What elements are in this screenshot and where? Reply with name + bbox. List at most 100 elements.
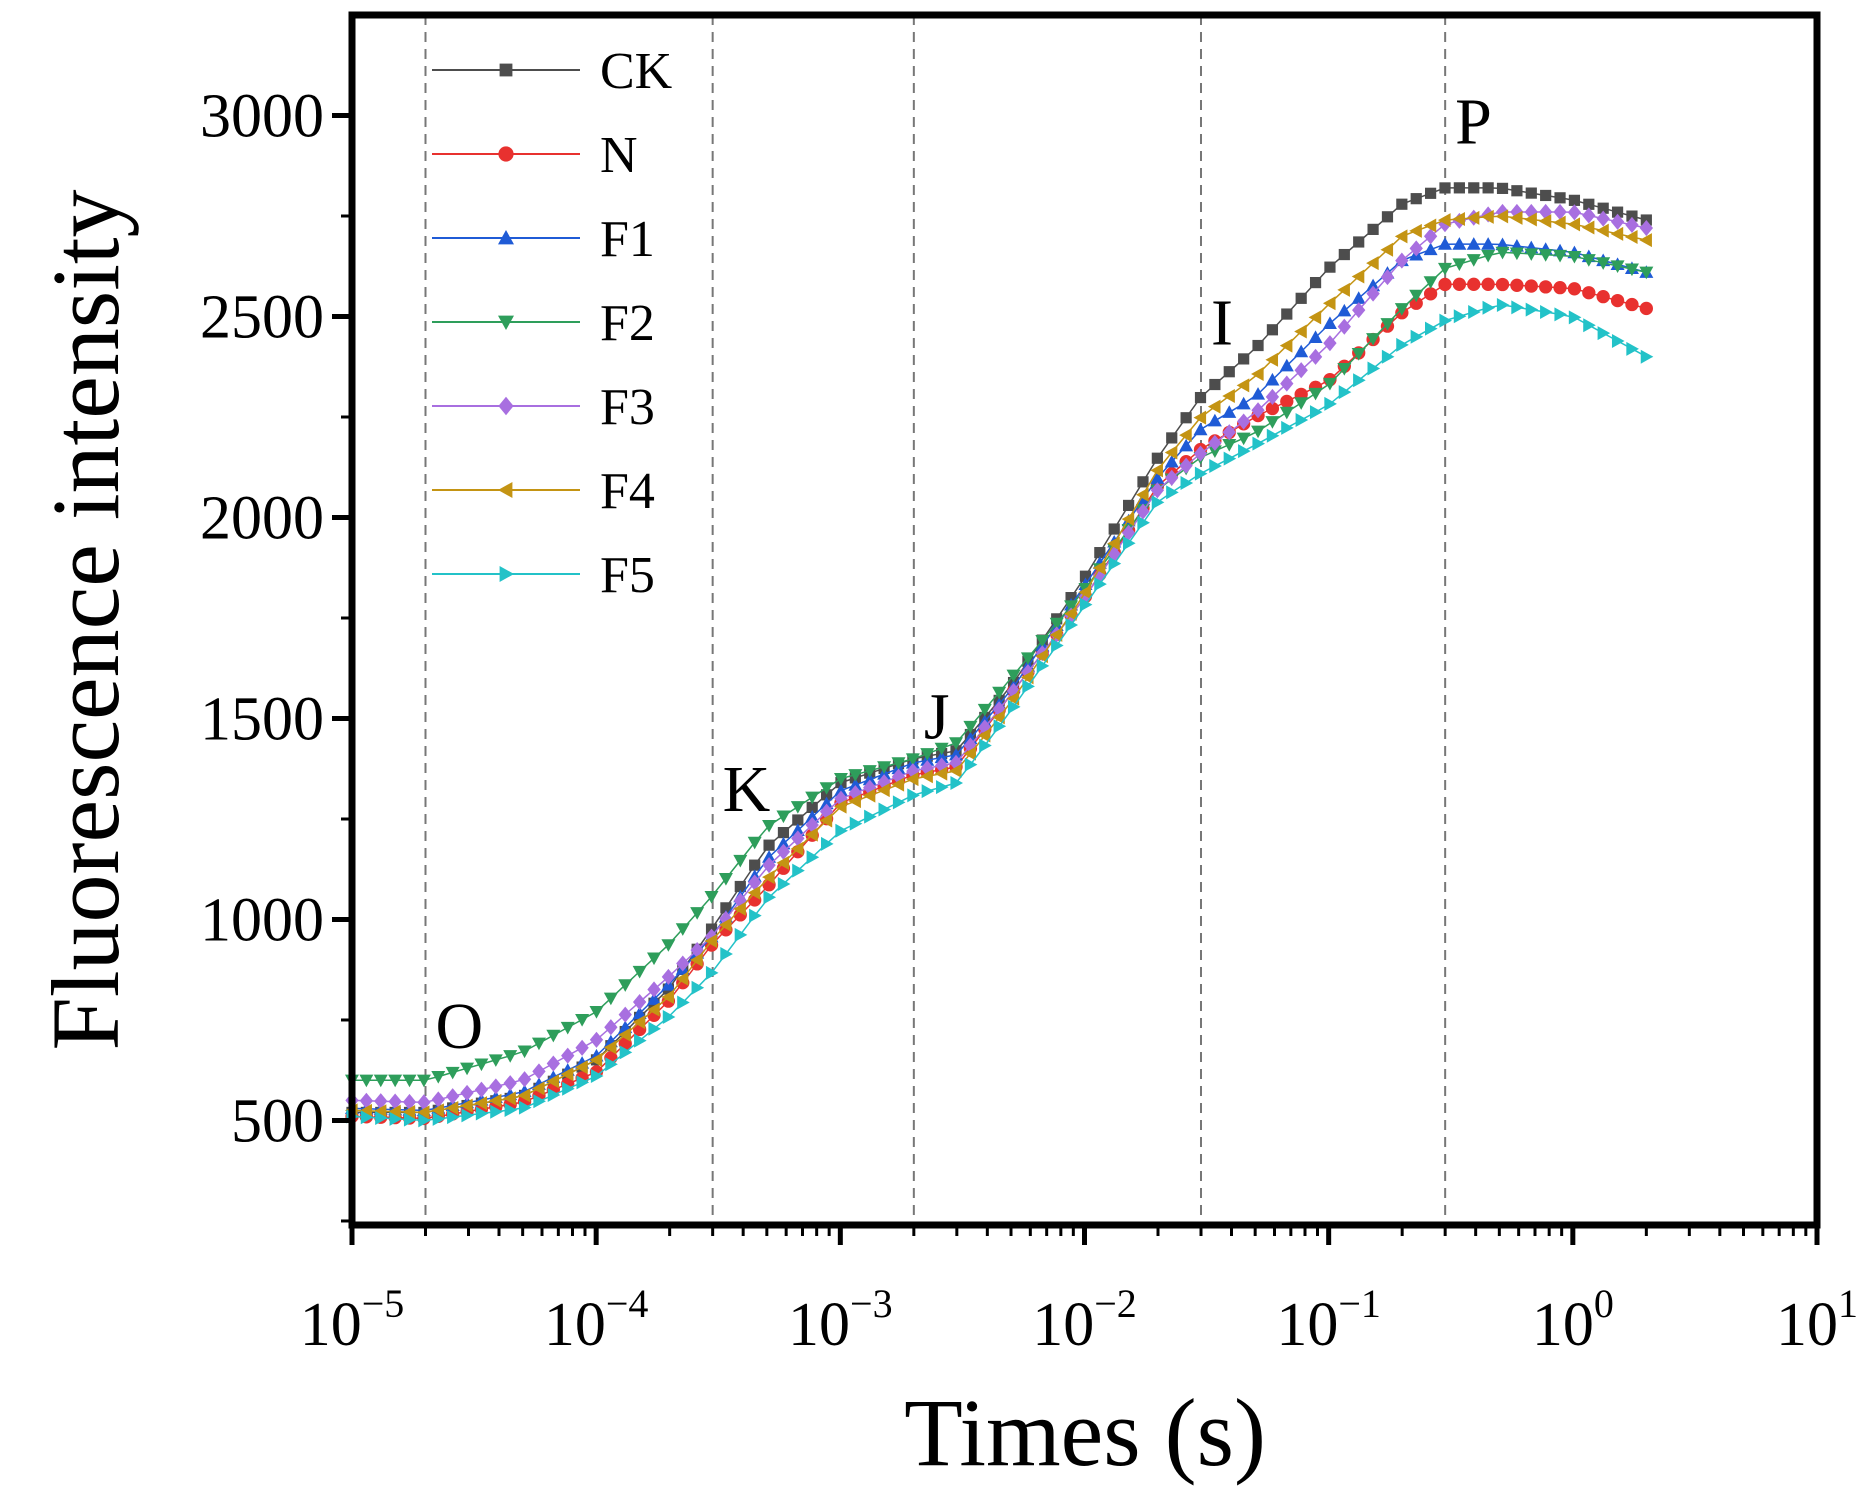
series-point-F4 xyxy=(647,1002,660,1017)
series-point-N xyxy=(1596,290,1610,304)
series-point-F2 xyxy=(388,1074,403,1088)
series-point-F3 xyxy=(1265,388,1280,405)
series-point-CK xyxy=(1338,248,1350,261)
series-point-N xyxy=(1265,401,1280,416)
series-point-F5 xyxy=(936,780,949,795)
series-point-F2 xyxy=(575,1014,590,1027)
legend-label: CK xyxy=(600,43,673,100)
series-F3 xyxy=(345,203,1653,1111)
series-point-F2 xyxy=(1610,260,1625,273)
series-point-F4 xyxy=(416,1105,430,1120)
series-layer xyxy=(345,182,1654,1128)
series-point-F5 xyxy=(1309,405,1323,420)
series-point-CK xyxy=(1511,185,1523,197)
series-point-F5 xyxy=(892,795,906,810)
series-point-F4 xyxy=(474,1096,488,1111)
series-point-N xyxy=(1467,277,1481,291)
series-point-CK xyxy=(1626,210,1638,222)
series-point-F1 xyxy=(1193,422,1208,436)
series-point-CK xyxy=(1554,192,1566,204)
series-point-F5 xyxy=(1266,428,1280,443)
series-point-F2 xyxy=(1380,318,1395,331)
series-point-F2 xyxy=(1581,254,1596,267)
series-point-F4 xyxy=(819,813,833,828)
series-point-F5 xyxy=(1597,326,1611,341)
series-point-F5 xyxy=(1238,444,1251,459)
series-point-F5 xyxy=(691,980,705,995)
series-point-F3 xyxy=(460,1084,474,1101)
series-point-F2 xyxy=(891,757,906,770)
series-point-F1 xyxy=(1466,237,1481,250)
series-point-CK xyxy=(1496,182,1509,194)
series-point-F3 xyxy=(1193,445,1208,462)
series-point-CK xyxy=(820,789,833,801)
series-point-F5 xyxy=(734,927,748,942)
series-point-F5 xyxy=(1554,307,1568,322)
series-point-F5 xyxy=(1482,300,1496,315)
series-point-F3 xyxy=(446,1088,460,1105)
series-point-CK xyxy=(1410,193,1422,205)
series-point-F3 xyxy=(1395,252,1409,269)
series-point-F3 xyxy=(690,942,704,959)
series-point-F2 xyxy=(603,992,618,1006)
series-point-F4 xyxy=(575,1060,588,1075)
series-point-F4 xyxy=(1380,242,1394,257)
series-point-F3 xyxy=(1294,362,1308,379)
series-point-CK xyxy=(1079,570,1092,582)
series-point-F5 xyxy=(1007,699,1021,714)
series-point-F5 xyxy=(1194,466,1208,481)
series-point-F1 xyxy=(1452,237,1467,250)
series-point-F3 xyxy=(1237,413,1251,430)
series-point-F4 xyxy=(1351,269,1365,284)
series-point-F1 xyxy=(647,992,662,1005)
series-point-F2 xyxy=(762,819,777,833)
series-point-CK xyxy=(806,801,818,814)
series-point-F4 xyxy=(1596,223,1609,238)
series-point-F4 xyxy=(1423,218,1437,233)
series-point-F3 xyxy=(575,1039,589,1056)
series-point-F2 xyxy=(1394,303,1409,316)
series-point-F5 xyxy=(1453,309,1467,324)
series-point-F4 xyxy=(920,769,933,784)
series-point-F3 xyxy=(1625,216,1639,233)
series-point-F2 xyxy=(1236,432,1251,446)
series-point-F3 xyxy=(1380,269,1395,286)
series-point-F5 xyxy=(1022,679,1035,694)
legend-label: F4 xyxy=(600,463,655,520)
series-point-F1 xyxy=(1150,471,1165,484)
series-point-F3 xyxy=(1107,545,1121,563)
series-point-F1 xyxy=(819,796,834,810)
series-point-N xyxy=(1423,287,1438,301)
series-point-F1 xyxy=(1366,278,1381,292)
series-point-F5 xyxy=(921,784,935,799)
series-line-F3 xyxy=(351,211,1647,1104)
series-point-F3 xyxy=(748,874,762,891)
legend-item-F2: F2 xyxy=(432,295,655,352)
series-point-F5 xyxy=(475,1106,489,1121)
series-point-F3 xyxy=(1222,424,1236,441)
series-point-F3 xyxy=(762,857,776,874)
series-point-CK xyxy=(1281,308,1293,320)
series-point-F5 xyxy=(360,1110,374,1125)
series-point-CK xyxy=(1137,476,1149,488)
series-point-F1 xyxy=(949,747,964,761)
x-tick-label: 100 xyxy=(1532,1281,1614,1359)
series-point-CK xyxy=(1381,211,1394,223)
series-point-F4 xyxy=(589,1052,603,1067)
series-point-CK xyxy=(1453,182,1465,194)
series-point-F2 xyxy=(1020,652,1035,665)
series-point-F4 xyxy=(1394,229,1408,244)
series-point-F2 xyxy=(1308,387,1323,401)
series-point-F3 xyxy=(517,1071,532,1088)
series-point-F3 xyxy=(589,1031,604,1048)
legend-label: F1 xyxy=(600,211,655,268)
series-point-CK xyxy=(1123,499,1135,512)
series-point-F4 xyxy=(1639,233,1652,248)
series-point-F5 xyxy=(763,890,777,905)
series-point-CK xyxy=(749,859,761,871)
legend-item-F4: F4 xyxy=(432,463,655,520)
series-point-F4 xyxy=(1020,670,1034,685)
series-point-F3 xyxy=(1308,348,1323,365)
series-point-N xyxy=(1639,301,1653,316)
